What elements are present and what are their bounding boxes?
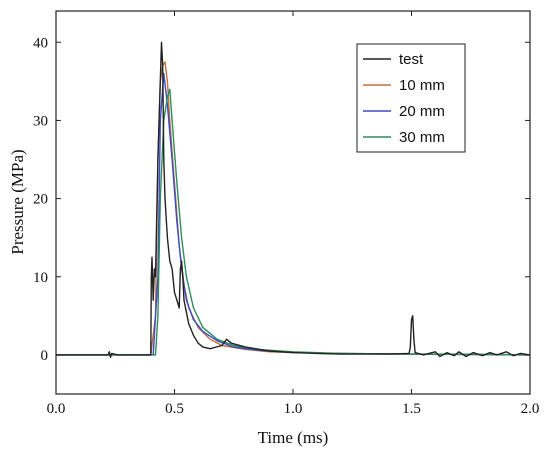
x-tick-label: 2.0: [521, 401, 540, 417]
series-line-30-mm: [56, 88, 530, 356]
x-tick-label: 1.0: [284, 401, 303, 417]
legend-label: 20 mm: [399, 103, 445, 120]
y-tick-label: 0: [41, 348, 49, 364]
y-tick-label: 10: [33, 270, 48, 286]
y-tick-label: 40: [33, 35, 48, 51]
y-tick-label: 20: [33, 192, 48, 208]
series-line-test: [56, 41, 530, 358]
x-axis-title: Time (ms): [258, 428, 329, 447]
legend-label: 30 mm: [399, 129, 445, 146]
legend: test 10 mm 20 mm 30 mm: [356, 43, 466, 153]
legend-box: [356, 43, 466, 153]
legend-label: 10 mm: [399, 77, 445, 94]
y-axis-title: Pressure (MPa): [8, 149, 27, 254]
legend-label: test: [399, 51, 424, 68]
x-tick-label: 0.5: [165, 401, 184, 417]
x-tick-label: 1.5: [402, 401, 421, 417]
y-tick-label: 30: [33, 113, 48, 129]
x-tick-label: 0.0: [47, 401, 66, 417]
